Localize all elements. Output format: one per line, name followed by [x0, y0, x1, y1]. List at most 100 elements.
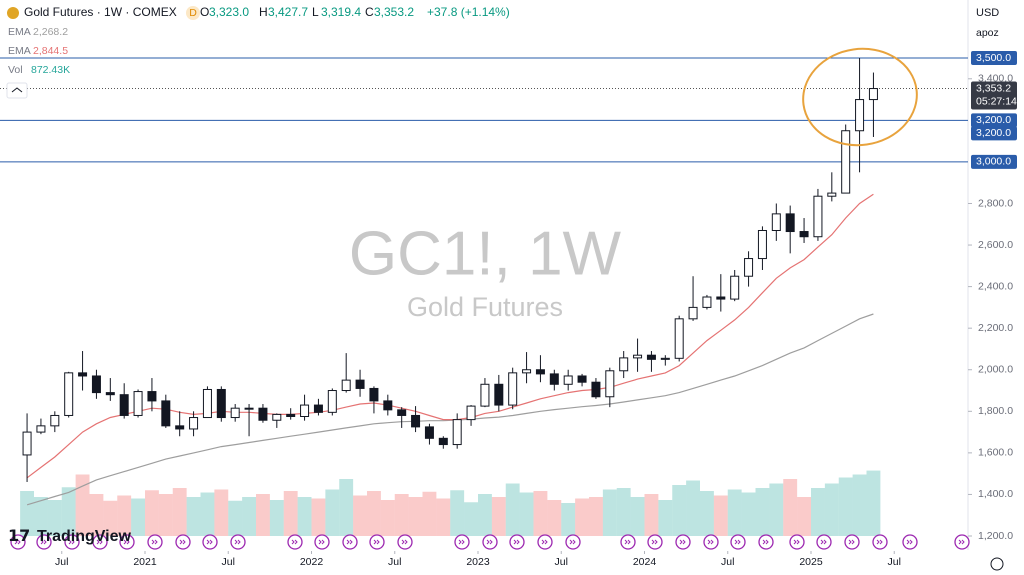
settings-icon[interactable]	[990, 557, 1004, 571]
y-tick-label: 2,400.0	[978, 280, 1013, 292]
event-icon[interactable]	[175, 534, 191, 550]
y-tick-label: 1,600.0	[978, 447, 1013, 459]
event-icon[interactable]	[872, 534, 888, 550]
volume-bar	[589, 497, 603, 536]
volume-bar	[325, 489, 340, 536]
event-glyph	[458, 539, 465, 545]
event-glyph	[346, 539, 353, 545]
volume-bar	[269, 500, 284, 536]
event-glyph	[234, 539, 241, 545]
event-icon[interactable]	[64, 534, 80, 550]
volume-bar	[131, 498, 145, 536]
x-tick-label: 2024	[633, 556, 657, 568]
volume-bar	[422, 491, 437, 536]
event-icon[interactable]	[342, 534, 358, 550]
event-icon[interactable]	[92, 534, 108, 550]
event-icon[interactable]	[902, 534, 918, 550]
event-glyph	[624, 539, 631, 545]
event-glyph	[318, 539, 325, 545]
volume-bar	[755, 488, 770, 536]
event-icon[interactable]	[397, 534, 413, 550]
candle-body	[272, 413, 282, 421]
candle-body	[424, 426, 434, 439]
volume-bar	[547, 500, 562, 536]
quote: O 3,323.0 H 3,427.7 L 3,319.4 C 3,353.2	[200, 5, 414, 19]
hline-tag: 3,500.0	[976, 52, 1011, 64]
event-icon[interactable]	[509, 534, 525, 550]
y-tick-label: 2,800.0	[978, 197, 1013, 209]
event-icon[interactable]	[758, 534, 774, 550]
volume-bar	[339, 479, 354, 536]
event-icon[interactable]	[675, 534, 691, 550]
event-icon[interactable]	[230, 534, 246, 550]
symbol-icon	[7, 7, 19, 19]
event-icon[interactable]	[954, 534, 970, 550]
candle-body	[286, 413, 296, 418]
event-icon[interactable]	[454, 534, 470, 550]
event-icon[interactable]	[816, 534, 832, 550]
candle-body	[563, 375, 573, 385]
x-tick-label: Jul	[222, 556, 235, 568]
event-glyph	[848, 539, 855, 545]
x-tick-label: Jul	[555, 556, 568, 568]
indicator-name: Vol	[8, 64, 23, 76]
candle-body	[64, 372, 74, 416]
candle-body	[591, 381, 601, 398]
event-icon[interactable]	[119, 534, 135, 550]
candle-body	[397, 409, 407, 416]
event-icon[interactable]	[730, 534, 746, 550]
event-icon[interactable]	[287, 534, 303, 550]
collapse-button[interactable]	[6, 82, 28, 99]
event-icon[interactable]	[789, 534, 805, 550]
candle-body	[258, 407, 268, 421]
event-glyph	[679, 539, 686, 545]
event-icon[interactable]	[647, 534, 663, 550]
volume-bar	[602, 489, 617, 536]
volume-bar	[186, 497, 201, 536]
event-icon[interactable]	[10, 534, 26, 550]
event-glyph	[486, 539, 493, 545]
ema-line	[26, 313, 874, 506]
event-icon[interactable]	[314, 534, 330, 550]
event-icon[interactable]	[147, 534, 163, 550]
volume-bar	[89, 494, 104, 536]
candle-body	[480, 383, 490, 407]
event-icon[interactable]	[844, 534, 860, 550]
countdown: 05:27:14	[976, 95, 1017, 107]
event-icon[interactable]	[36, 534, 52, 550]
candle-body	[646, 354, 656, 360]
event-icon[interactable]	[369, 534, 385, 550]
event-glyph	[151, 539, 158, 545]
volume-bar	[491, 497, 506, 536]
event-icon[interactable]	[703, 534, 719, 550]
indicator-name: EMA	[8, 45, 31, 57]
candle-body	[105, 392, 115, 396]
event-icon[interactable]	[202, 534, 218, 550]
volume-bar	[242, 497, 256, 536]
candle-body	[438, 437, 448, 446]
event-icon[interactable]	[537, 534, 553, 550]
candle-body	[341, 379, 351, 392]
event-icon[interactable]	[565, 534, 581, 550]
candle-body	[813, 195, 823, 238]
candle-body	[230, 407, 240, 419]
candle-body	[466, 405, 476, 421]
event-glyph	[123, 539, 130, 545]
candle-body	[868, 88, 878, 101]
candle-body	[50, 414, 60, 427]
volume-bar	[783, 479, 798, 536]
candle-body	[244, 407, 254, 410]
currency-box[interactable]	[972, 4, 1018, 22]
volume-bar	[478, 494, 492, 536]
indicator-value: 2,268.2	[33, 26, 68, 38]
candle-body	[827, 192, 837, 197]
volume-bar	[61, 487, 76, 536]
event-icon[interactable]	[620, 534, 636, 550]
event-icon[interactable]	[482, 534, 498, 550]
event-glyph	[14, 539, 21, 545]
quote-key: O	[200, 5, 209, 19]
candle-body	[452, 419, 462, 446]
candle-body	[771, 213, 781, 231]
